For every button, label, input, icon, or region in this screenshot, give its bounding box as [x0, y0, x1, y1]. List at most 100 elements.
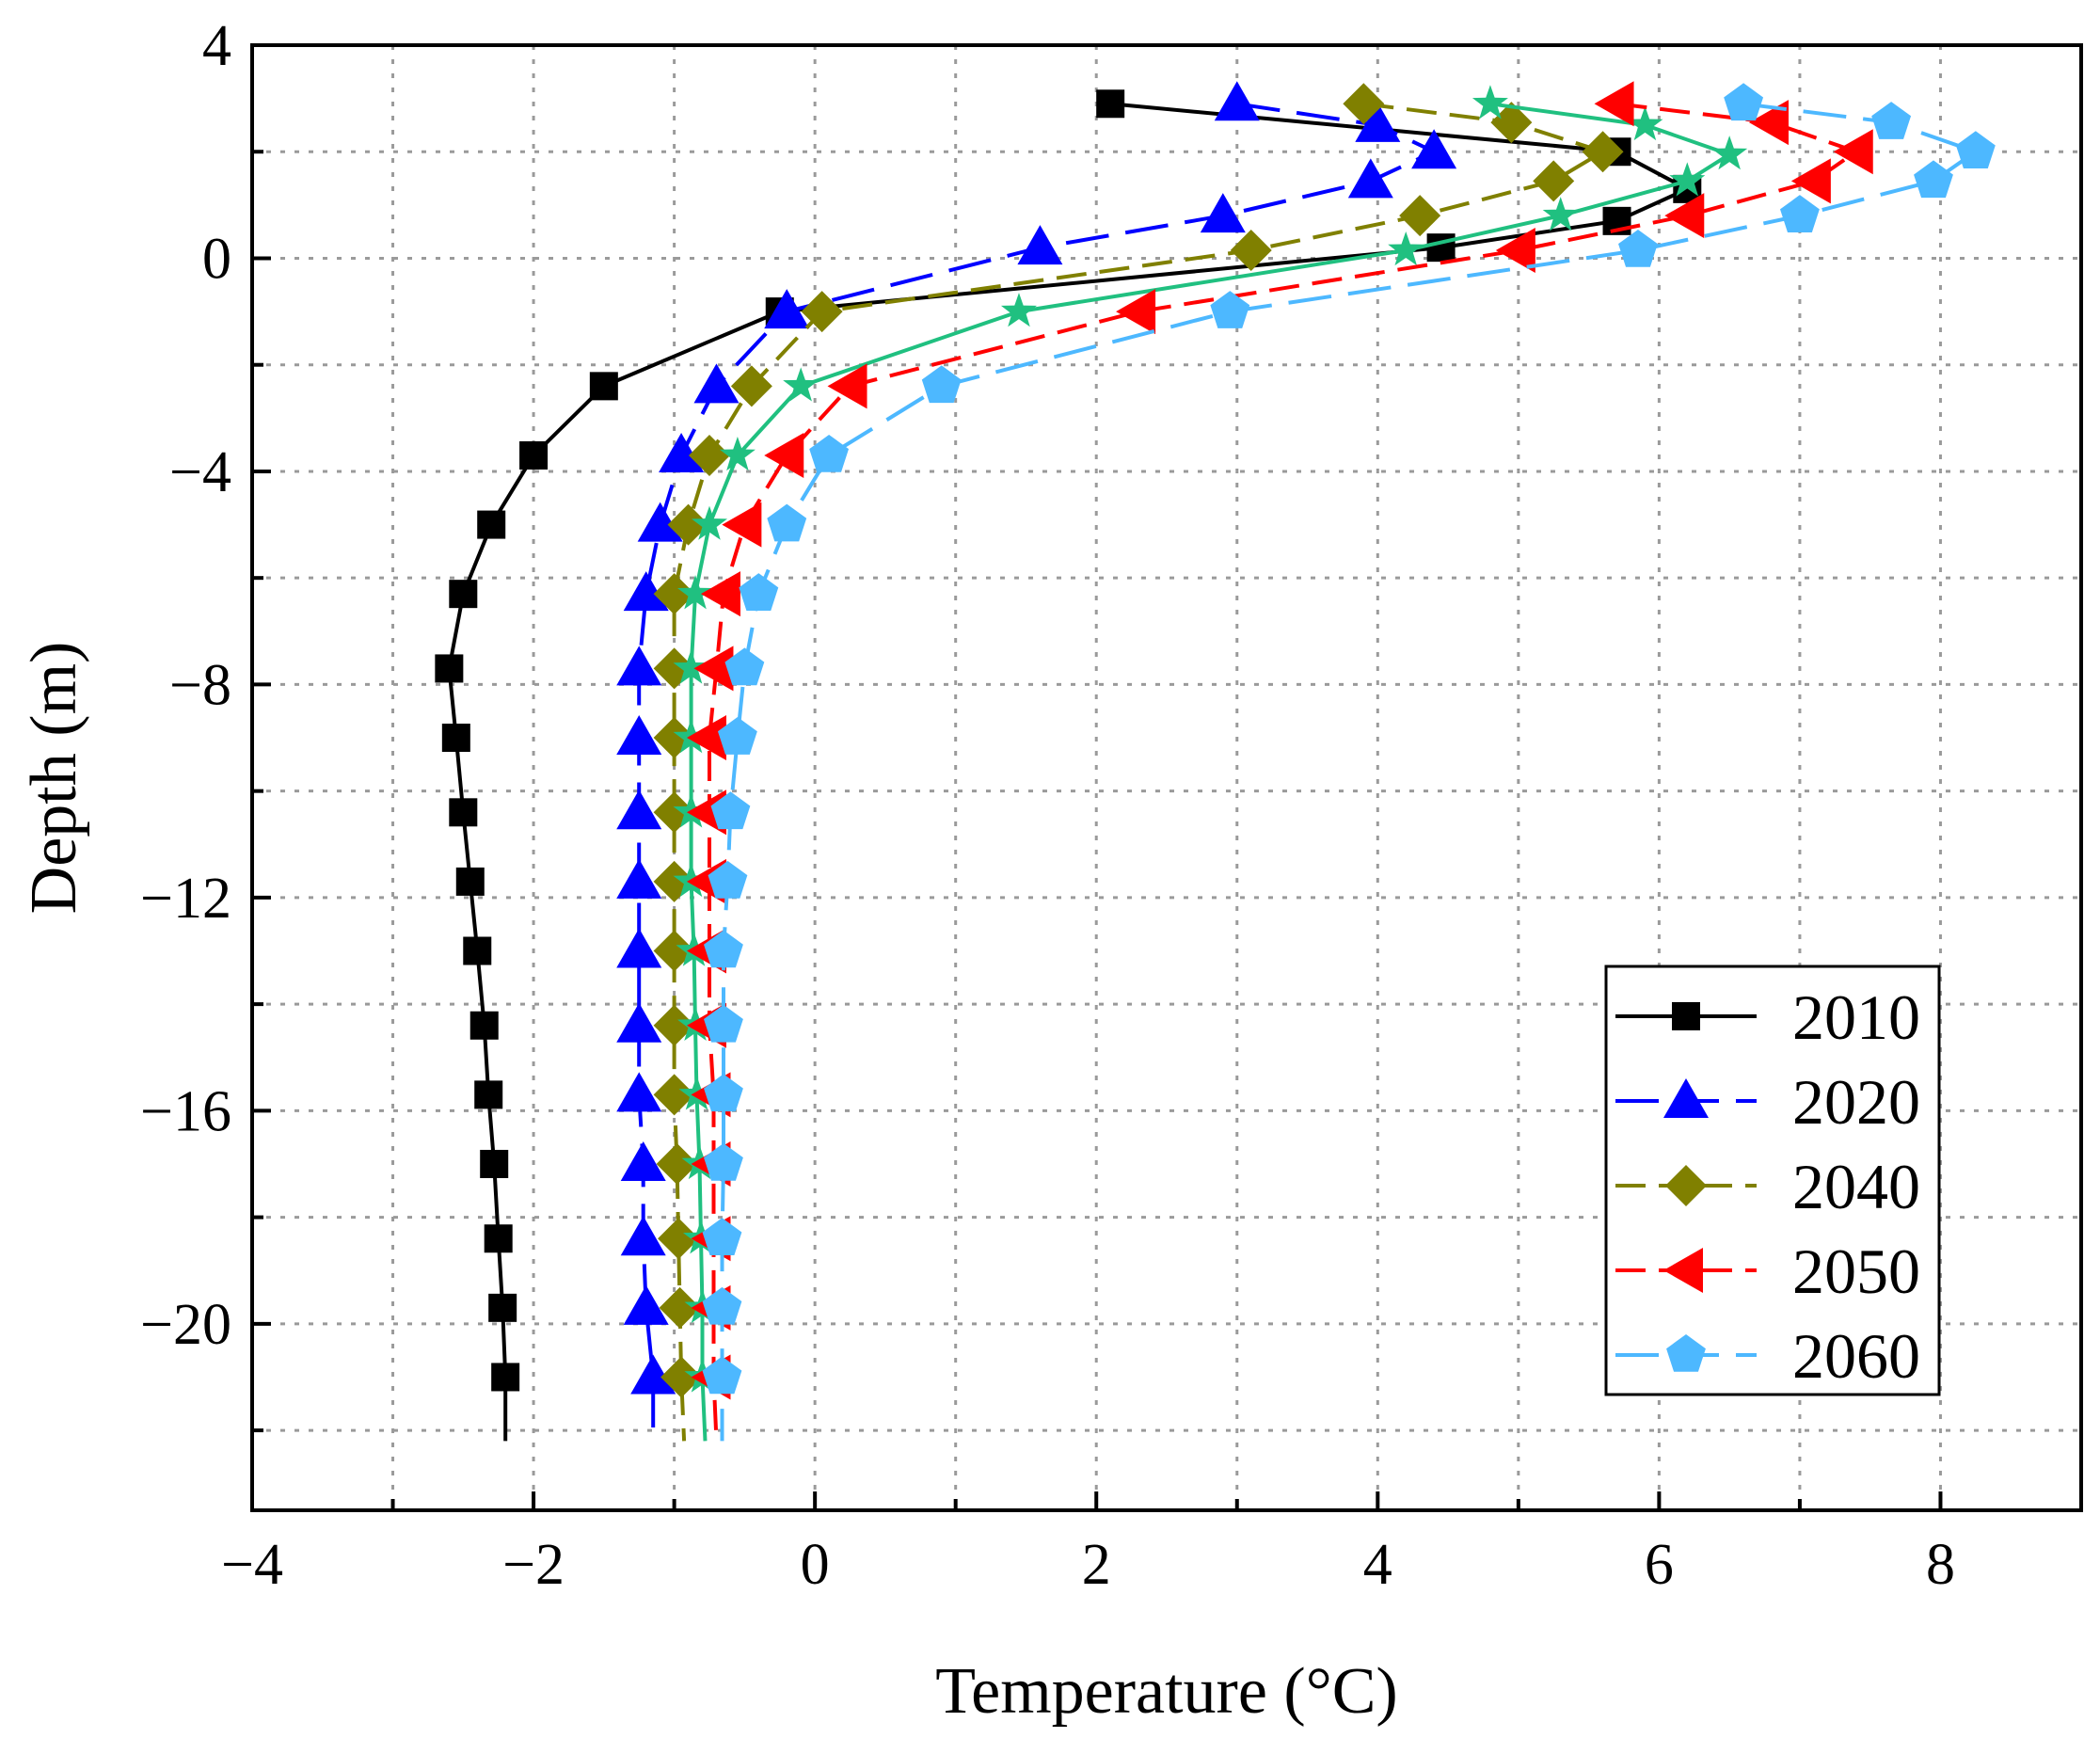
legend-label-2050: 2050	[1792, 1236, 1920, 1307]
data-point-2040	[1533, 160, 1575, 202]
data-point-2010	[474, 1080, 503, 1109]
y-tick-label: −8	[169, 653, 231, 717]
legend-marker-2040	[1665, 1165, 1707, 1206]
data-point-2050	[1594, 81, 1634, 127]
series-2020	[616, 81, 1457, 1442]
data-point-2060	[809, 434, 850, 472]
data-point-2050	[1495, 227, 1535, 273]
data-point-2050	[1116, 289, 1156, 335]
data-point-2060	[921, 365, 962, 404]
data-point-2040	[689, 434, 730, 476]
data-point-2060	[704, 1004, 743, 1043]
data-point-2050	[722, 502, 762, 548]
legend-label-2010: 2010	[1792, 981, 1920, 1053]
data-point-2060	[704, 1074, 743, 1112]
data-point-2060	[767, 503, 807, 542]
data-point-2040	[1399, 195, 1441, 237]
data-point-2060	[724, 647, 765, 686]
tick-label-layer: −4 −2 0 2 4 6 840−4−8−12−16−20	[140, 14, 1955, 1597]
data-point-2010	[1426, 233, 1456, 263]
data-point-2020	[623, 1284, 669, 1325]
x-tick-label: −2	[502, 1533, 565, 1597]
x-tick-label: −4	[221, 1533, 283, 1597]
data-point-2040	[1582, 131, 1624, 173]
data-point-2010	[480, 1149, 509, 1178]
data-point-2045	[719, 436, 756, 471]
x-tick-label: 0	[801, 1533, 830, 1597]
data-point-2050	[1749, 100, 1790, 146]
data-point-2010	[491, 1363, 520, 1392]
y-tick-label: 4	[202, 14, 231, 78]
data-point-2010	[477, 510, 506, 539]
legend: 2010 2020 2040 2050 2060	[1604, 965, 1941, 1396]
data-point-2045	[677, 575, 714, 610]
legend-box	[1604, 965, 1941, 1396]
data-point-2020	[693, 363, 740, 404]
data-point-2010	[463, 936, 492, 965]
data-point-2060	[1724, 83, 1764, 121]
data-point-2050	[827, 363, 867, 409]
data-point-2020	[616, 1002, 662, 1043]
legend-marker-2050	[1663, 1248, 1703, 1293]
data-point-2020	[616, 928, 662, 968]
data-point-2060	[702, 1218, 742, 1256]
x-tick-label: 4	[1363, 1533, 1392, 1597]
data-point-2040	[653, 1074, 695, 1116]
data-point-2020	[1017, 225, 1063, 265]
x-tick-label: 6	[1645, 1533, 1674, 1597]
data-point-2010	[519, 440, 549, 470]
y-tick-label: −20	[140, 1293, 231, 1357]
data-point-2060	[717, 717, 757, 755]
data-point-2010	[589, 372, 618, 401]
y-tick-label: −12	[140, 867, 231, 931]
data-point-2020	[764, 289, 810, 329]
series-layer	[435, 81, 1996, 1442]
data-point-2050	[693, 646, 734, 692]
legend-label-2040: 2040	[1792, 1151, 1920, 1222]
data-point-2045	[1000, 293, 1038, 327]
data-point-2060	[1914, 160, 1953, 199]
data-point-2050	[687, 789, 726, 836]
data-point-2020	[1200, 193, 1246, 233]
series-2060	[702, 83, 1996, 1442]
data-point-2040	[658, 1218, 700, 1260]
series-2010	[435, 89, 1702, 1442]
data-point-2060	[739, 573, 779, 611]
tick-layer	[250, 43, 2083, 1510]
legend-marker-2020	[1663, 1078, 1709, 1118]
data-point-2020	[1411, 129, 1457, 169]
x-tick-label: 8	[1926, 1533, 1955, 1597]
data-point-2020	[1355, 102, 1401, 142]
legend-marker-2010	[1672, 1002, 1700, 1030]
data-point-2020	[630, 1354, 676, 1395]
data-point-2010	[449, 798, 478, 827]
x-tick-label: 2	[1082, 1533, 1111, 1597]
data-point-2020	[616, 858, 662, 899]
data-point-2060	[1618, 229, 1658, 267]
data-point-2040	[659, 1286, 701, 1329]
data-point-2020	[616, 789, 662, 830]
data-point-2040	[730, 365, 772, 407]
data-point-2010	[469, 1011, 499, 1040]
data-point-2020	[616, 715, 662, 756]
data-point-2045	[1388, 231, 1424, 266]
data-point-2060	[708, 860, 748, 899]
data-point-2020	[659, 432, 705, 472]
data-point-2020	[616, 646, 662, 686]
data-point-2060	[702, 1356, 742, 1395]
data-point-2050	[1833, 129, 1873, 175]
data-point-2040	[1343, 83, 1385, 125]
data-point-2040	[660, 1356, 703, 1398]
x-axis-title: Temperature (°C)	[935, 1655, 1397, 1728]
data-point-2040	[1490, 102, 1533, 144]
y-tick-label: 0	[202, 227, 231, 291]
data-point-2040	[653, 573, 695, 615]
data-point-2060	[702, 1286, 742, 1325]
data-point-2020	[1214, 81, 1260, 121]
data-point-2060	[1871, 102, 1912, 139]
data-point-2020	[1347, 158, 1393, 199]
data-point-2060	[704, 1142, 743, 1181]
